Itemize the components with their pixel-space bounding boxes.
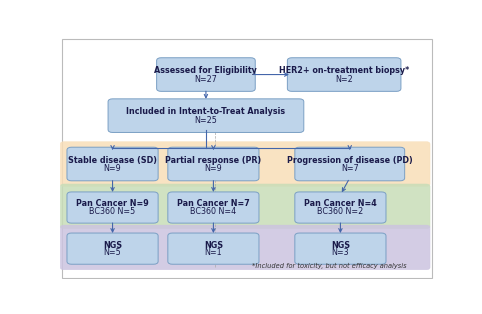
Text: N=5: N=5 <box>104 248 121 257</box>
Text: Stable disease (SD): Stable disease (SD) <box>68 156 157 165</box>
FancyBboxPatch shape <box>295 233 386 264</box>
Text: Included in Intent-to-Treat Analysis: Included in Intent-to-Treat Analysis <box>126 107 285 116</box>
Text: N=25: N=25 <box>195 116 217 125</box>
FancyBboxPatch shape <box>295 192 386 223</box>
Text: N=3: N=3 <box>332 248 349 257</box>
Text: Pan Cancer N=4: Pan Cancer N=4 <box>304 199 377 208</box>
Text: N=2: N=2 <box>335 74 353 84</box>
FancyBboxPatch shape <box>157 58 255 91</box>
Text: Progression of disease (PD): Progression of disease (PD) <box>287 156 413 165</box>
Text: N=1: N=1 <box>204 248 222 257</box>
FancyBboxPatch shape <box>287 58 401 91</box>
Text: BC360 N=4: BC360 N=4 <box>190 207 237 216</box>
Text: Pan Cancer N=7: Pan Cancer N=7 <box>177 199 250 208</box>
Text: N=7: N=7 <box>341 164 359 173</box>
Text: HER2+ on-treatment biopsy*: HER2+ on-treatment biopsy* <box>279 66 409 75</box>
Text: Pan Cancer N=9: Pan Cancer N=9 <box>76 199 149 208</box>
Text: N=27: N=27 <box>195 74 217 84</box>
FancyBboxPatch shape <box>168 192 259 223</box>
FancyBboxPatch shape <box>67 233 158 264</box>
Text: Partial response (PR): Partial response (PR) <box>165 156 262 165</box>
Text: NGS: NGS <box>331 241 350 250</box>
Text: *Included for toxicity, but not efficacy analysis: *Included for toxicity, but not efficacy… <box>252 263 406 269</box>
FancyBboxPatch shape <box>67 192 158 223</box>
FancyBboxPatch shape <box>295 147 405 181</box>
Text: BC360 N=2: BC360 N=2 <box>317 207 363 216</box>
Text: NGS: NGS <box>204 241 223 250</box>
Text: N=9: N=9 <box>204 164 222 173</box>
FancyBboxPatch shape <box>60 225 430 270</box>
FancyBboxPatch shape <box>168 233 259 264</box>
Text: N=9: N=9 <box>104 164 121 173</box>
FancyBboxPatch shape <box>60 142 430 187</box>
FancyBboxPatch shape <box>168 147 259 181</box>
FancyBboxPatch shape <box>108 99 304 133</box>
FancyBboxPatch shape <box>67 147 158 181</box>
Text: BC360 N=5: BC360 N=5 <box>90 207 135 216</box>
Text: Assessed for Eligibility: Assessed for Eligibility <box>155 66 257 75</box>
FancyBboxPatch shape <box>60 184 430 229</box>
FancyBboxPatch shape <box>62 39 432 278</box>
Text: NGS: NGS <box>103 241 122 250</box>
